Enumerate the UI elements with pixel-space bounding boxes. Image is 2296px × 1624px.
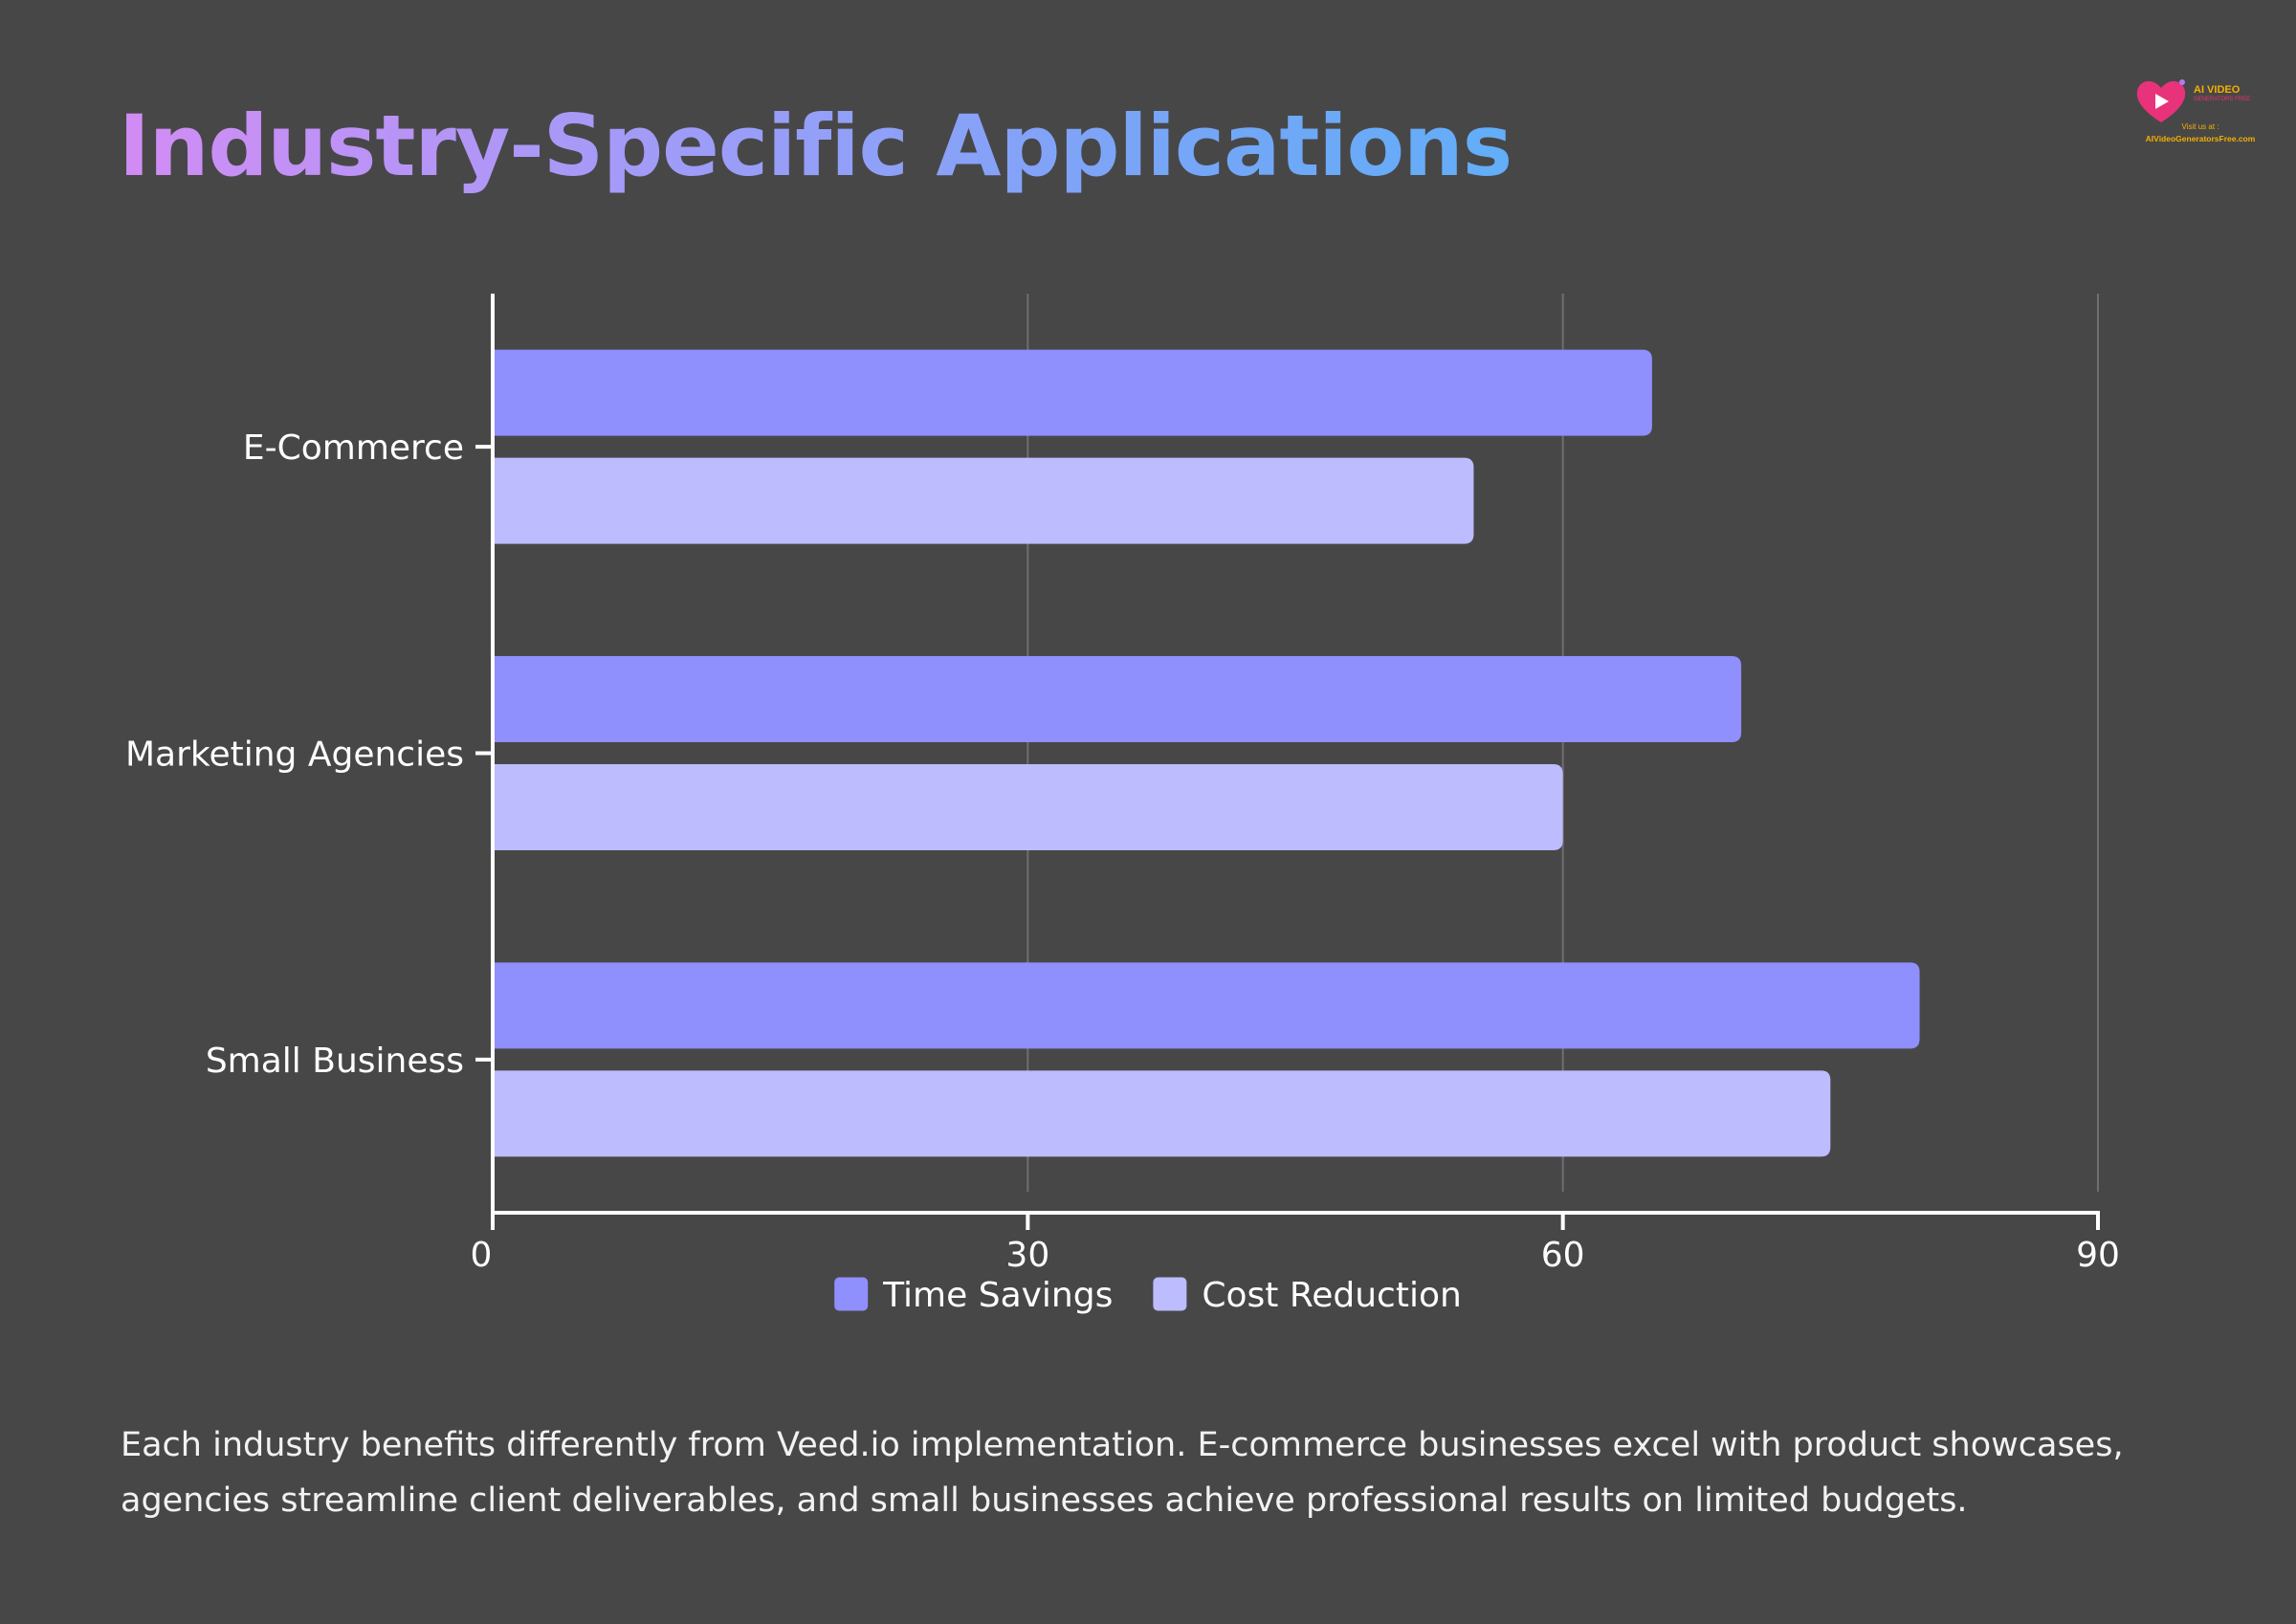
bar-chart: 0 30 60 90 E-Commerce Marketing Agencies Small… — [125, 294, 2120, 1315]
logo-visit-text: Visit us at : — [2181, 122, 2219, 131]
legend-label: Time Savings — [882, 1276, 1113, 1315]
x-tick-label: 90 — [2076, 1236, 2120, 1275]
logo-tagline: GENERATORS FREE — [2194, 97, 2251, 102]
logo-brand-text: AI VIDEO — [2194, 84, 2241, 96]
bar-time-savings-marketing-agencies — [493, 656, 1742, 742]
bar-time-savings-small-business — [493, 962, 1920, 1049]
chart-description: Each industry benefits differently from … — [121, 1426, 2124, 1520]
play-heart-icon — [2136, 79, 2186, 122]
legend-item-cost-reduction: Cost Reduction — [1153, 1276, 1462, 1315]
bar-cost-reduction-e-commerce — [493, 457, 1474, 544]
logo-url[interactable]: AIVideoGeneratorsFree.com — [2145, 134, 2256, 143]
category-label: Marketing Agencies — [125, 735, 464, 775]
category-label: Small Business — [206, 1042, 464, 1081]
brand-logo[interactable]: AI VIDEO GENERATORS FREE Visit us at : A… — [2129, 67, 2272, 153]
x-tick-label: 60 — [1541, 1236, 1585, 1275]
legend-label: Cost Reduction — [1202, 1276, 1461, 1315]
bar-time-savings-e-commerce — [493, 349, 1652, 436]
bar-cost-reduction-small-business — [493, 1070, 1831, 1157]
chart-legend: Time Savings Cost Reduction — [834, 1276, 1462, 1315]
page-title: Industry-Specific Applications — [119, 97, 1512, 195]
x-tick-label: 0 — [471, 1236, 493, 1275]
legend-swatch — [834, 1277, 869, 1311]
legend-swatch — [1153, 1277, 1187, 1311]
x-tick-label: 30 — [1005, 1236, 1049, 1275]
bar-cost-reduction-marketing-agencies — [493, 764, 1563, 850]
legend-item-time-savings: Time Savings — [834, 1276, 1113, 1315]
category-label: E-Commerce — [243, 428, 464, 468]
